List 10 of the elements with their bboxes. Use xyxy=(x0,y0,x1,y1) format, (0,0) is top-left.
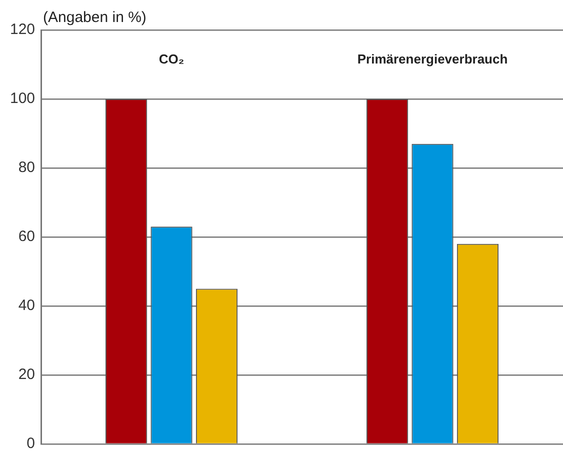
y-axis-title: (Angaben in %) xyxy=(43,9,146,26)
x-tick-label: Primärenergieverbrauch xyxy=(357,52,508,67)
y-tick-label: 0 xyxy=(26,435,36,452)
y-tick-label: 120 xyxy=(10,21,36,38)
y-tick-label: 40 xyxy=(18,297,36,314)
y-tick-label: 60 xyxy=(18,228,36,246)
y-tick-label: 20 xyxy=(18,366,36,384)
x-tick-label: CO₂ xyxy=(158,52,184,67)
y-tick-label: 100 xyxy=(10,90,36,108)
y-tick-label: 80 xyxy=(18,159,36,176)
